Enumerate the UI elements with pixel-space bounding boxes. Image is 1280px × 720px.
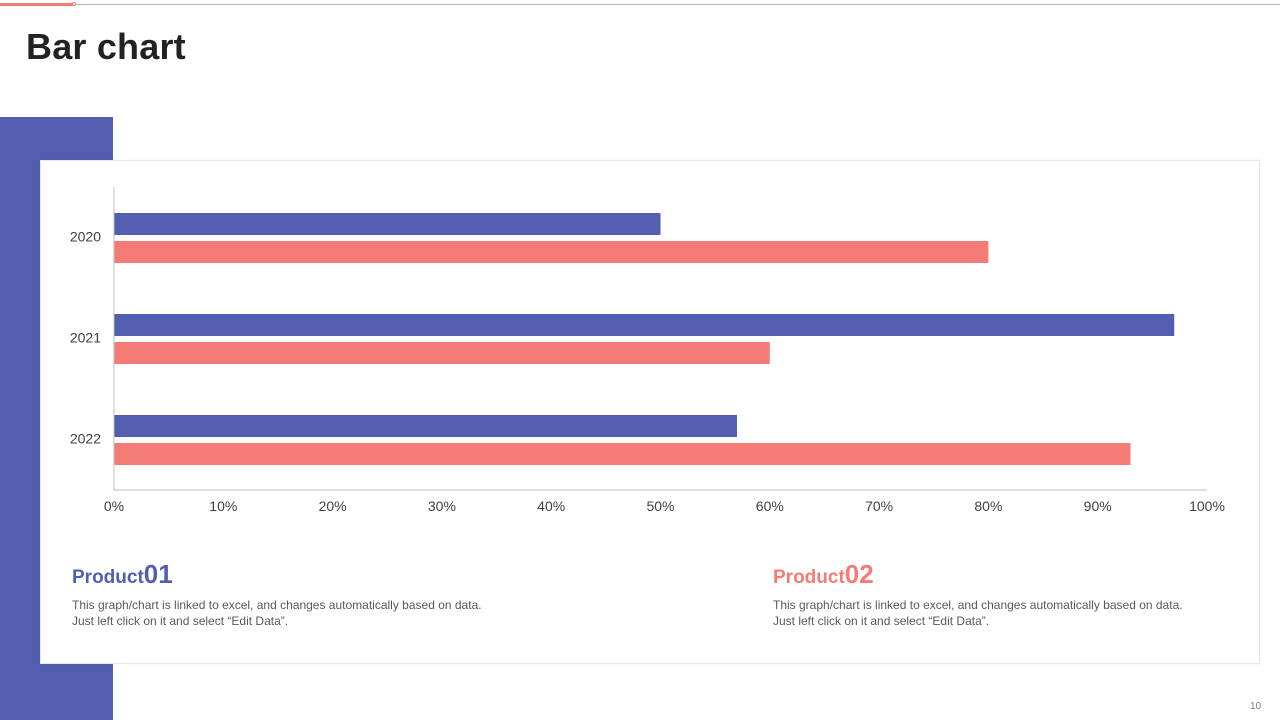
product-02-description: This graph/chart is linked to excel, and… bbox=[773, 598, 1183, 628]
bar-chart[interactable]: 2020 2021 2022 0% 10% 20% 30% 40% 50% 60% 70% 80% 90… bbox=[41, 161, 1261, 665]
product-02-number: 02 bbox=[844, 559, 874, 589]
top-accent-bar bbox=[0, 3, 74, 6]
x-tick-label: 100% bbox=[1189, 498, 1225, 514]
product-02-block: Product02 This graph/chart is linked to … bbox=[773, 561, 1203, 629]
slide-title: Bar chart bbox=[26, 26, 186, 67]
product-02-word: Product bbox=[773, 567, 845, 588]
x-tick-label: 10% bbox=[209, 498, 237, 514]
page-number: 10 bbox=[1250, 701, 1262, 712]
x-tick-label: 0% bbox=[104, 498, 124, 514]
product-01-block: Product01 This graph/chart is linked to … bbox=[72, 561, 502, 629]
x-tick-label: 40% bbox=[537, 498, 565, 514]
y-tick-label-2020: 2020 bbox=[70, 229, 101, 245]
bar-2021-series-1 bbox=[114, 314, 1175, 336]
product-02-heading: Product02 bbox=[773, 561, 1203, 587]
x-tick-label: 20% bbox=[319, 498, 347, 514]
bar-2022-series-2 bbox=[114, 443, 1131, 465]
x-tick-label: 30% bbox=[428, 498, 456, 514]
product-01-description: This graph/chart is linked to excel, and… bbox=[72, 598, 482, 628]
chart-card: 2020 2021 2022 0% 10% 20% 30% 40% 50% 60% 70% 80% 90… bbox=[40, 160, 1260, 664]
top-accent-dot bbox=[72, 2, 76, 6]
x-tick-label: 80% bbox=[974, 498, 1002, 514]
y-tick-label-2021: 2021 bbox=[70, 330, 101, 346]
product-01-word: Product bbox=[72, 567, 144, 588]
x-tick-label: 50% bbox=[646, 498, 674, 514]
x-tick-label: 70% bbox=[865, 498, 893, 514]
x-tick-label: 60% bbox=[756, 498, 784, 514]
bar-2022-series-1 bbox=[114, 415, 738, 437]
y-tick-label-2022: 2022 bbox=[70, 431, 101, 447]
bar-2021-series-2 bbox=[114, 342, 770, 364]
bar-2020-series-1 bbox=[114, 213, 661, 235]
product-01-heading: Product01 bbox=[72, 561, 502, 587]
top-divider-line bbox=[0, 4, 1280, 5]
product-01-number: 01 bbox=[143, 559, 173, 589]
bar-2020-series-2 bbox=[114, 241, 989, 263]
x-tick-label: 90% bbox=[1084, 498, 1112, 514]
